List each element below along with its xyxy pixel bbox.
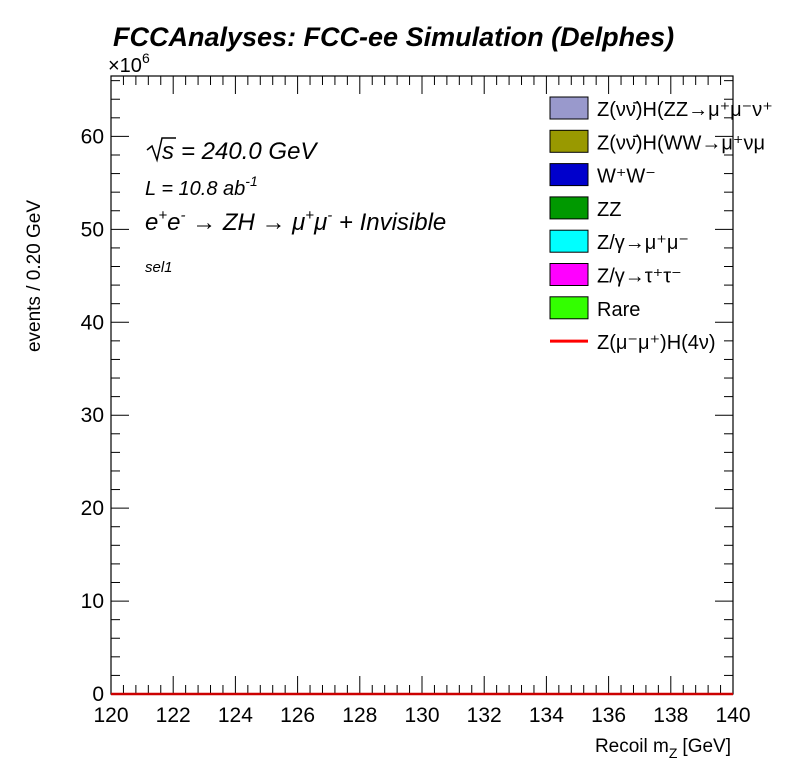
y-tick-label: 60	[81, 125, 104, 148]
legend-swatch	[549, 296, 589, 320]
legend: Z(νν̄)H(ZZ→μ⁺μ⁻ν⁺ Z(νν̄)H(WW→μ⁺νμ W⁺W⁻ ZZ Z/…	[549, 96, 773, 354]
legend-label: Z(μ⁻μ⁺)H(4ν)	[597, 332, 716, 354]
legend-swatch	[549, 263, 589, 286]
svg-text:= 240.0 GeV: = 240.0 GeV	[181, 138, 318, 165]
x-axis-label: Recoil mZ [GeV]	[595, 736, 731, 761]
legend-label: W⁺W⁻	[597, 166, 656, 188]
legend-swatch	[549, 196, 589, 220]
legend-label: Z/γ→μ⁺μ⁻	[597, 232, 689, 254]
y-tick-label: 0	[92, 683, 104, 706]
legend-label: Rare	[597, 299, 640, 321]
x-tick-label: 138	[653, 704, 688, 727]
x-tick-label: 140	[715, 704, 750, 727]
annotation-sqrt-s: s = 240.0 GeV	[146, 137, 318, 165]
x-tick-label: 122	[156, 704, 191, 727]
x-tick-label: 132	[467, 704, 502, 727]
x-tick-label: 136	[591, 704, 626, 727]
legend-label: Z(νν̄)H(ZZ→μ⁺μ⁻ν⁺	[597, 99, 773, 121]
x-tick-label: 134	[529, 704, 564, 727]
x-tick-label: 130	[404, 704, 439, 727]
annotation-lumi: L = 10.8 ab-1	[145, 173, 258, 200]
y-tick-label: 20	[81, 497, 104, 520]
svg-text:s: s	[162, 138, 174, 165]
chart-title: FCCAnalyses: FCC-ee Simulation (Delphes)	[113, 22, 674, 52]
x-tick-label: 124	[218, 704, 253, 727]
annotation-process: e+e- → ZH → μ+μ- + Invisible	[145, 207, 446, 236]
y-multiplier: ×106	[108, 50, 150, 77]
legend-label: Z/γ→τ⁺τ⁻	[597, 266, 682, 288]
x-tick-label: 128	[342, 704, 377, 727]
y-tick-label: 40	[81, 311, 104, 334]
legend-label: ZZ	[597, 199, 621, 221]
legend-swatch	[549, 129, 589, 153]
x-tick-label: 126	[280, 704, 315, 727]
legend-label: Z(νν̄)H(WW→μ⁺νμ	[597, 132, 765, 154]
legend-swatch	[549, 163, 589, 187]
y-axis-label: events / 0.20 GeV	[24, 200, 45, 352]
annotation-selection: sel1	[145, 259, 173, 276]
y-tick-label: 50	[81, 218, 104, 241]
x-tick-label: 120	[93, 704, 128, 727]
legend-swatch	[549, 229, 589, 253]
y-tick-label: 30	[81, 404, 104, 427]
sqrt-icon	[146, 137, 176, 163]
y-tick-label: 10	[81, 590, 104, 613]
legend-swatch	[549, 96, 589, 120]
